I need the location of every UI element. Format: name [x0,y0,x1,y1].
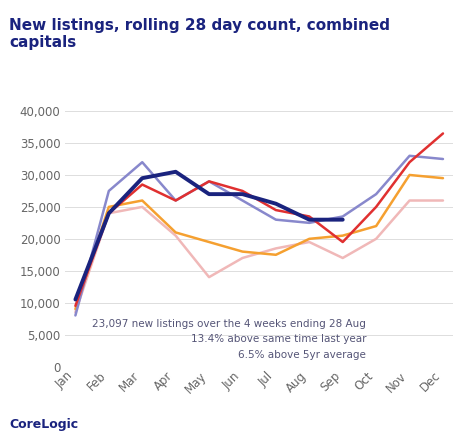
Text: CoreLogic: CoreLogic [9,418,78,431]
Text: New listings, rolling 28 day count, combined
capitals: New listings, rolling 28 day count, comb… [9,18,390,50]
Text: 23,097 new listings over the 4 weeks ending 28 Aug
13.4% above same time last ye: 23,097 new listings over the 4 weeks end… [92,319,366,360]
